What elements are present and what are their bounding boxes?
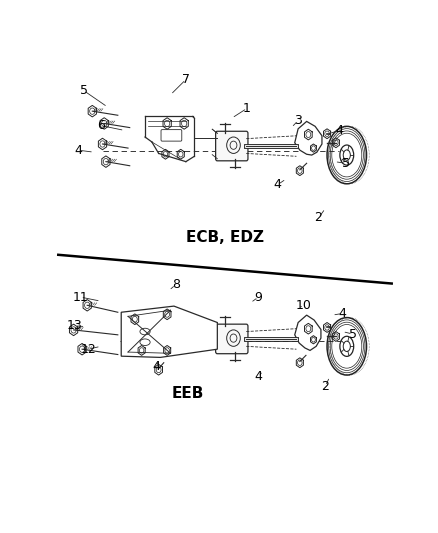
Text: 5: 5 <box>348 327 356 341</box>
Text: 13: 13 <box>67 319 82 332</box>
Text: 10: 10 <box>295 299 311 312</box>
Text: 4: 4 <box>74 144 82 157</box>
FancyBboxPatch shape <box>215 324 247 354</box>
Polygon shape <box>294 315 320 350</box>
Text: 3: 3 <box>293 114 301 127</box>
Ellipse shape <box>343 150 350 160</box>
Text: 2: 2 <box>321 379 328 393</box>
Text: 6: 6 <box>97 119 105 132</box>
Text: 11: 11 <box>72 290 88 304</box>
Text: 4: 4 <box>254 370 261 383</box>
Text: 4: 4 <box>273 178 281 191</box>
Text: 12: 12 <box>80 343 96 356</box>
Text: EEB: EEB <box>171 385 203 401</box>
Polygon shape <box>294 122 321 155</box>
Text: 7: 7 <box>181 73 189 86</box>
Text: 4: 4 <box>338 307 346 320</box>
Polygon shape <box>121 306 217 358</box>
Text: 5: 5 <box>80 84 88 97</box>
Text: ECB, EDZ: ECB, EDZ <box>186 230 263 245</box>
Text: 5: 5 <box>341 157 349 170</box>
Text: 9: 9 <box>254 290 261 304</box>
Ellipse shape <box>343 341 350 351</box>
FancyBboxPatch shape <box>215 131 247 161</box>
Text: 2: 2 <box>314 212 322 224</box>
Text: 4: 4 <box>152 360 160 373</box>
Text: 1: 1 <box>243 102 251 115</box>
Text: 8: 8 <box>171 278 179 291</box>
Text: 4: 4 <box>334 124 342 137</box>
